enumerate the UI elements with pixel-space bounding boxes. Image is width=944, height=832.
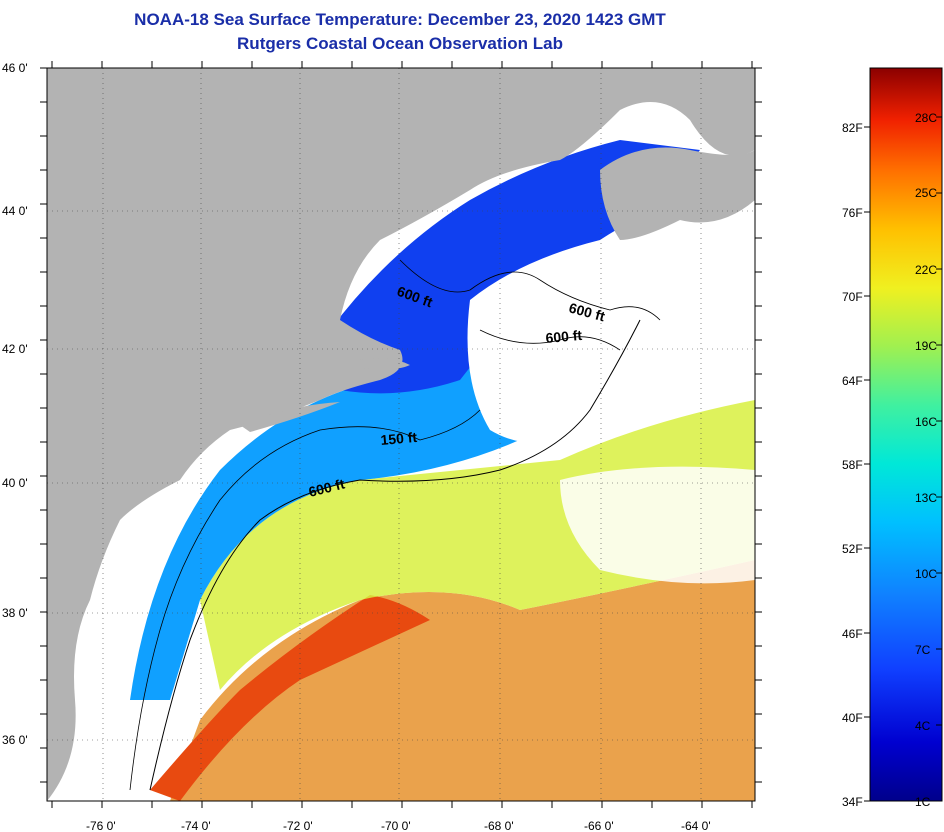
colorbar-f-label: 52F xyxy=(842,542,863,556)
cloud-cover xyxy=(467,180,755,443)
graticule xyxy=(47,68,755,801)
cape-cod xyxy=(360,358,410,370)
land-mass xyxy=(47,68,755,801)
colorbar-c-label: 1C xyxy=(915,795,931,809)
colorbar-f-label: 46F xyxy=(842,627,863,641)
map-title: NOAA-18 Sea Surface Temperature: Decembe… xyxy=(134,10,666,29)
map-subtitle: Rutgers Coastal Ocean Observation Lab xyxy=(237,34,563,53)
lon-label: -64 0' xyxy=(681,819,711,832)
lon-label: -74 0' xyxy=(181,819,211,832)
colorbar-c-label: 13C xyxy=(915,491,938,505)
colorbar-c-label: 19C xyxy=(915,339,938,353)
map-frame xyxy=(46,67,756,802)
colorbar-f-label: 34F xyxy=(842,795,863,809)
warm-water xyxy=(170,560,755,801)
lat-label: 38 0' xyxy=(2,606,28,620)
lat-label: 44 0' xyxy=(2,204,28,218)
contour-label: 150 ft xyxy=(380,429,418,448)
colorbar-c-label: 22C xyxy=(915,263,938,277)
lat-label: 40 0' xyxy=(2,476,28,490)
lat-label: 42 0' xyxy=(2,342,28,356)
colorbar-c-label: 7C xyxy=(915,643,931,657)
contour-600ft-shelf xyxy=(149,319,641,791)
lon-label: -66 0' xyxy=(584,819,614,832)
lon-label: -68 0' xyxy=(484,819,514,832)
colorbar-f-label: 76F xyxy=(842,206,863,220)
colorbar-f-label: 82F xyxy=(842,121,863,135)
colorbar-c-label: 4C xyxy=(915,719,931,733)
axis-ticks xyxy=(40,61,762,808)
colorbar-c-label: 28C xyxy=(915,111,938,125)
colorbar-f-label: 40F xyxy=(842,711,863,725)
colorbar-c-label: 25C xyxy=(915,186,938,200)
lat-label: 36 0' xyxy=(2,733,28,747)
colorbar-f-label: 70F xyxy=(842,290,863,304)
long-island xyxy=(240,402,340,432)
colorbar-f-label: 64F xyxy=(842,374,863,388)
nova-scotia xyxy=(600,147,755,240)
lon-label: -72 0' xyxy=(283,819,313,832)
contour-gulf-of-maine xyxy=(399,259,661,351)
colorbar xyxy=(869,67,943,802)
colorbar-ticks xyxy=(864,116,942,802)
contour-label: 600 ft xyxy=(545,327,583,346)
cloud-cover-south xyxy=(560,466,755,584)
lon-label: -70 0' xyxy=(381,819,411,832)
colorbar-f-label: 58F xyxy=(842,458,863,472)
lon-label: -76 0' xyxy=(86,819,116,832)
gulf-stream-edge xyxy=(150,595,430,801)
contour-150ft xyxy=(129,409,481,791)
lat-label: 46 0' xyxy=(2,61,28,75)
colorbar-c-label: 16C xyxy=(915,415,938,429)
colorbar-c-label: 10C xyxy=(915,567,938,581)
